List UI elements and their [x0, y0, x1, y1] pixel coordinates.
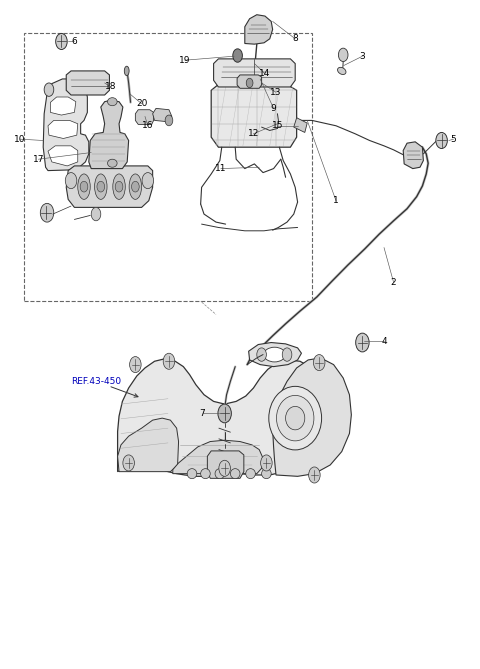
Polygon shape [273, 358, 351, 476]
Text: 2: 2 [391, 278, 396, 287]
Text: 15: 15 [272, 121, 283, 130]
Circle shape [40, 203, 54, 222]
Circle shape [246, 78, 253, 88]
Polygon shape [66, 71, 109, 95]
Polygon shape [207, 451, 244, 478]
Ellipse shape [95, 174, 107, 199]
Text: 6: 6 [72, 37, 77, 46]
Circle shape [65, 173, 77, 189]
Text: 3: 3 [360, 52, 365, 61]
Text: 19: 19 [179, 56, 191, 65]
Text: 10: 10 [14, 134, 26, 144]
Ellipse shape [215, 468, 225, 479]
Circle shape [218, 404, 231, 423]
Circle shape [338, 48, 348, 62]
Ellipse shape [262, 468, 271, 479]
Ellipse shape [113, 174, 125, 199]
Circle shape [97, 181, 105, 192]
Polygon shape [50, 97, 76, 115]
Ellipse shape [264, 347, 285, 362]
Circle shape [282, 348, 292, 361]
Ellipse shape [129, 174, 142, 199]
Circle shape [309, 467, 320, 483]
Ellipse shape [269, 387, 322, 450]
Text: 12: 12 [248, 129, 259, 138]
Circle shape [115, 181, 123, 192]
Polygon shape [294, 118, 307, 132]
Polygon shape [237, 75, 262, 88]
Circle shape [233, 49, 242, 62]
Ellipse shape [286, 407, 305, 430]
Circle shape [313, 355, 325, 371]
Circle shape [219, 460, 230, 476]
Circle shape [80, 181, 88, 192]
Polygon shape [214, 59, 295, 87]
Text: 7: 7 [200, 409, 205, 418]
Text: 9: 9 [271, 104, 276, 113]
Polygon shape [403, 142, 423, 169]
Circle shape [130, 357, 141, 373]
Polygon shape [48, 146, 78, 166]
Circle shape [132, 181, 139, 192]
Text: 18: 18 [105, 82, 116, 92]
Polygon shape [66, 166, 153, 207]
Polygon shape [173, 440, 263, 474]
Circle shape [165, 115, 173, 126]
Text: 11: 11 [215, 164, 227, 173]
Text: 1: 1 [333, 196, 339, 205]
Polygon shape [43, 79, 89, 171]
Polygon shape [118, 359, 324, 476]
Ellipse shape [78, 174, 90, 199]
Text: REF.43-450: REF.43-450 [71, 377, 138, 397]
Circle shape [123, 455, 134, 471]
Ellipse shape [230, 468, 240, 479]
Text: 14: 14 [259, 69, 271, 78]
Ellipse shape [246, 468, 255, 479]
Ellipse shape [108, 159, 117, 167]
Ellipse shape [337, 68, 346, 74]
Ellipse shape [276, 395, 314, 441]
Polygon shape [48, 120, 78, 138]
Ellipse shape [124, 66, 129, 76]
Polygon shape [211, 86, 297, 147]
Circle shape [142, 173, 154, 189]
Polygon shape [153, 108, 172, 122]
Circle shape [91, 207, 101, 221]
Circle shape [257, 348, 266, 361]
Circle shape [436, 132, 447, 149]
Ellipse shape [108, 98, 117, 106]
Polygon shape [89, 100, 129, 169]
Text: 16: 16 [142, 121, 154, 130]
Text: 13: 13 [270, 88, 282, 97]
Text: 17: 17 [33, 155, 44, 164]
Bar [24, 33, 312, 301]
Text: 4: 4 [381, 337, 387, 346]
Circle shape [261, 455, 272, 471]
Polygon shape [118, 418, 179, 472]
Text: 5: 5 [451, 134, 456, 144]
Polygon shape [245, 15, 273, 44]
Circle shape [44, 83, 54, 96]
Ellipse shape [187, 468, 197, 479]
Circle shape [56, 33, 67, 50]
Text: 8: 8 [292, 34, 298, 43]
Circle shape [356, 333, 369, 352]
Polygon shape [135, 110, 154, 124]
Polygon shape [249, 343, 301, 367]
Text: 20: 20 [136, 99, 147, 108]
Circle shape [163, 353, 175, 369]
Ellipse shape [201, 468, 210, 479]
